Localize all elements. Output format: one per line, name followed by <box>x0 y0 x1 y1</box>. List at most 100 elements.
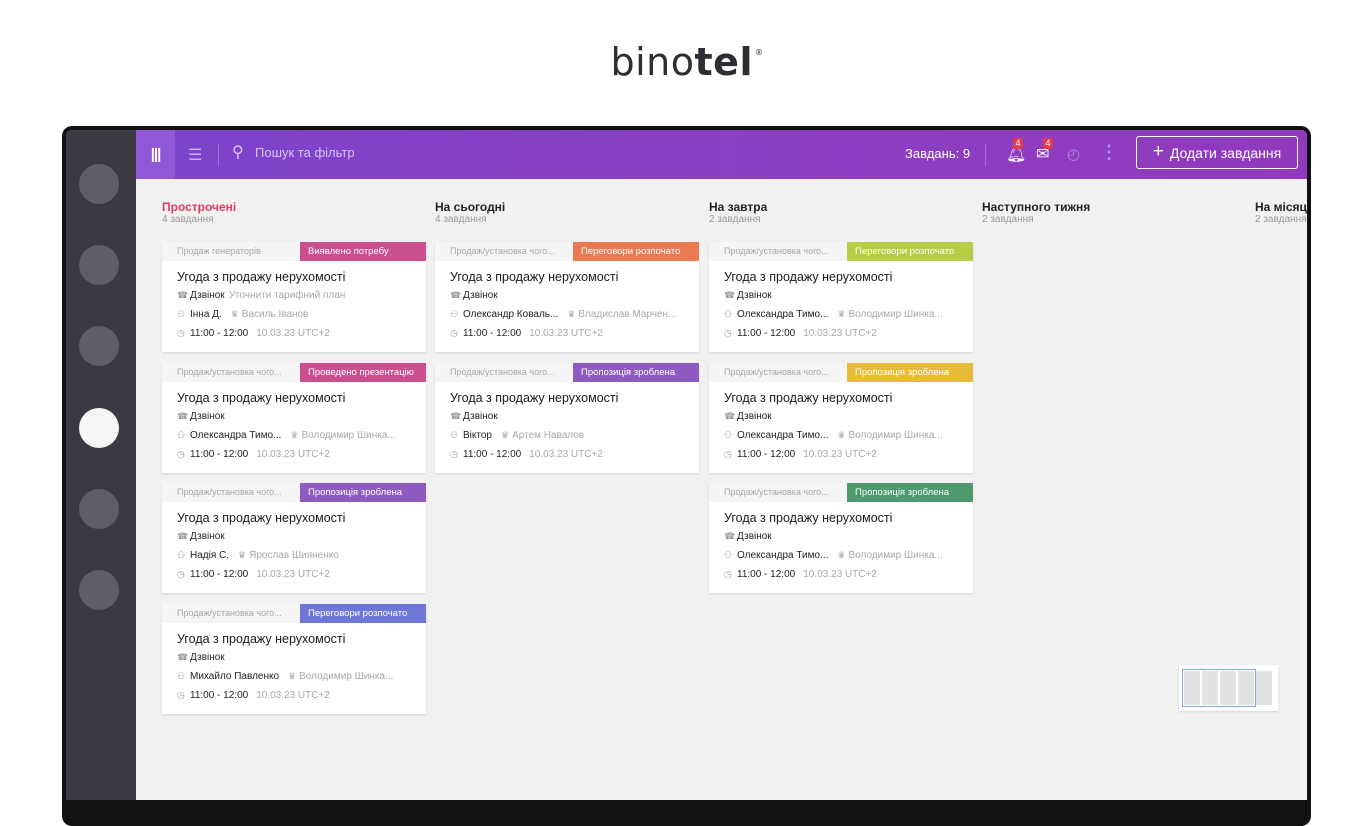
card-type-row: ☎︎ Дзвінок <box>724 531 776 542</box>
clock-icon: ◷ <box>724 569 732 579</box>
card-people-row: ⚇ Олександра Тимо... ♛ Володимир Шинка... <box>724 550 943 561</box>
divider <box>985 144 986 166</box>
card-type: Дзвінок <box>737 411 772 422</box>
task-card[interactable]: Продаж генераторів Виявлено потребу Угода … <box>162 242 426 352</box>
card-type: Дзвінок <box>190 531 225 542</box>
card-people-row: ⚇ Олександра Тимо... ♛ Володимир Шинка... <box>177 430 396 441</box>
task-card[interactable]: Продаж/установка чого... Переговори розпо… <box>709 242 973 352</box>
phone-icon: ☎︎ <box>177 411 189 421</box>
column-subtitle: 2 завдання <box>709 214 761 225</box>
card-people-row: ⚇ Інна Д. ♛ Василь Іванов <box>177 309 308 320</box>
person-icon: ⚇ <box>177 430 186 440</box>
card-category: Продаж/установка чого... <box>724 367 829 377</box>
column-title: Прострочені <box>162 200 237 214</box>
card-type: Дзвінок <box>463 290 498 301</box>
person-icon: ⚇ <box>724 309 733 319</box>
card-time-row: ◷ 11:00 - 12:00 10.03.23 UTC+2 <box>724 569 877 580</box>
card-time-row: ◷ 11:00 - 12:00 10.03.23 UTC+2 <box>177 328 330 339</box>
card-header: Продаж/установка чого... Проведено презен… <box>162 363 426 382</box>
card-responsible: Володимир Шинка... <box>848 309 943 320</box>
card-date: 10.03.23 UTC+2 <box>803 449 877 460</box>
speedometer-icon[interactable]: ◴ <box>1067 146 1081 163</box>
search-input[interactable] <box>255 142 555 162</box>
card-client: Олександр Коваль... <box>463 309 559 320</box>
task-card[interactable]: Продаж/установка чого... Переговори розпо… <box>162 604 426 714</box>
card-responsible: Артем Навалов <box>512 430 585 441</box>
card-people-row: ⚇ Олександра Тимо... ♛ Володимир Шинка... <box>724 309 943 320</box>
card-type-row: ☎︎ Дзвінок <box>177 411 229 422</box>
card-time: 11:00 - 12:00 <box>190 328 249 339</box>
card-responsible: Володимир Шинка... <box>848 550 943 561</box>
search-icon: ⚲ <box>232 144 244 161</box>
column-subtitle: 2 завдання <box>1255 214 1307 225</box>
crown-icon: ♛ <box>230 309 239 319</box>
sidebar-item-6[interactable] <box>79 570 119 610</box>
sidebar-item-3[interactable] <box>79 326 119 366</box>
task-card[interactable]: Продаж/установка чого... Пропозиція зробл… <box>709 483 973 593</box>
task-count: Завдань: 9 <box>905 146 971 161</box>
task-card[interactable]: Продаж/установка чого... Пропозиція зробл… <box>162 483 426 593</box>
card-header: Продаж/установка чого... Переговори розпо… <box>162 604 426 623</box>
card-type-row: ☎︎ Дзвінок Уточнити тарифний план <box>177 290 345 301</box>
more-options-icon[interactable]: ⋮ <box>1100 142 1118 162</box>
task-card[interactable]: Продаж/установка чого... Проведено презен… <box>162 363 426 473</box>
card-category: Продаж/установка чого... <box>177 608 282 618</box>
messages-button[interactable]: ✉ 4 <box>1036 138 1053 164</box>
task-card[interactable]: Продаж/установка чого... Пропозиція зробл… <box>435 363 699 473</box>
column-subtitle: 4 завдання <box>162 214 214 225</box>
card-client: Михайло Павленко <box>190 671 280 682</box>
clock-icon: ◷ <box>724 449 732 459</box>
card-client: Олександра Тимо... <box>190 430 282 441</box>
clock-icon: ◷ <box>177 690 185 700</box>
clock-icon: ◷ <box>177 569 185 579</box>
phone-icon: ☎︎ <box>450 411 462 421</box>
notifications-badge: 4 <box>1013 138 1023 149</box>
card-client: Надія С. <box>190 550 230 561</box>
list-view-icon[interactable]: ☰ <box>188 147 203 164</box>
logo-bold: tel <box>694 40 753 84</box>
crown-icon: ♛ <box>500 430 510 440</box>
task-card[interactable]: Продаж/установка чого... Пропозиція зробл… <box>709 363 973 473</box>
card-title: Угода з продажу нерухомості <box>450 270 619 284</box>
logo-light: bino <box>610 40 695 84</box>
sidebar-item-4-active[interactable] <box>79 408 119 448</box>
stage-tag: Пропозиція зроблена <box>847 363 973 382</box>
card-date: 10.03.23 UTC+2 <box>803 328 877 339</box>
card-header: Продаж/установка чого... Пропозиція зробл… <box>162 483 426 502</box>
board-minimap[interactable] <box>1179 665 1278 711</box>
person-icon: ⚇ <box>450 309 459 319</box>
add-task-button[interactable]: + Додати завдання <box>1136 136 1298 169</box>
mail-icon: ✉ <box>1036 146 1050 163</box>
clock-icon: ◷ <box>177 328 185 338</box>
top-bar: ||| ☰ ⚲ Завдань: 9 🔔︎ 4 ✉ 4 ◴ ⋮ + Додати… <box>136 130 1307 179</box>
card-category: Продаж/установка чого... <box>177 367 282 377</box>
card-responsible: Владислав Марчен... <box>578 309 677 320</box>
card-date: 10.03.23 UTC+2 <box>529 449 603 460</box>
card-responsible: Василь Іванов <box>241 309 309 320</box>
clock-icon: ◷ <box>450 449 458 459</box>
task-card[interactable]: Продаж/установка чого... Переговори розпо… <box>435 242 699 352</box>
card-title: Угода з продажу нерухомості <box>724 511 893 525</box>
card-title: Угода з продажу нерухомості <box>450 391 619 405</box>
card-time-row: ◷ 11:00 - 12:00 10.03.23 UTC+2 <box>177 569 330 580</box>
sidebar-item-1[interactable] <box>79 164 119 204</box>
card-people-row: ⚇ Михайло Павленко ♛ Володимир Шинка... <box>177 671 393 682</box>
sidebar-item-5[interactable] <box>79 489 119 529</box>
sidebar-item-2[interactable] <box>79 245 119 285</box>
minimap-viewport[interactable] <box>1182 669 1256 707</box>
card-title: Угода з продажу нерухомості <box>724 270 893 284</box>
crown-icon: ♛ <box>238 550 247 560</box>
phone-icon: ☎︎ <box>177 290 189 300</box>
card-time-row: ◷ 11:00 - 12:00 10.03.23 UTC+2 <box>450 449 603 460</box>
card-responsible: Володимир Шинка... <box>299 671 394 682</box>
column-subtitle: 2 завдання <box>982 214 1034 225</box>
board-view-button[interactable]: ||| <box>136 130 175 179</box>
notifications-button[interactable]: 🔔︎ 4 <box>1006 138 1026 164</box>
column-title: Наступного тижня <box>982 200 1091 214</box>
card-type: Дзвінок <box>190 652 225 663</box>
card-client: Олександра Тимо... <box>737 430 829 441</box>
card-title: Угода з продажу нерухомості <box>177 270 346 284</box>
column-title: На сьогодні <box>435 200 506 214</box>
card-time: 11:00 - 12:00 <box>737 328 796 339</box>
card-type-row: ☎︎ Дзвінок <box>724 411 776 422</box>
